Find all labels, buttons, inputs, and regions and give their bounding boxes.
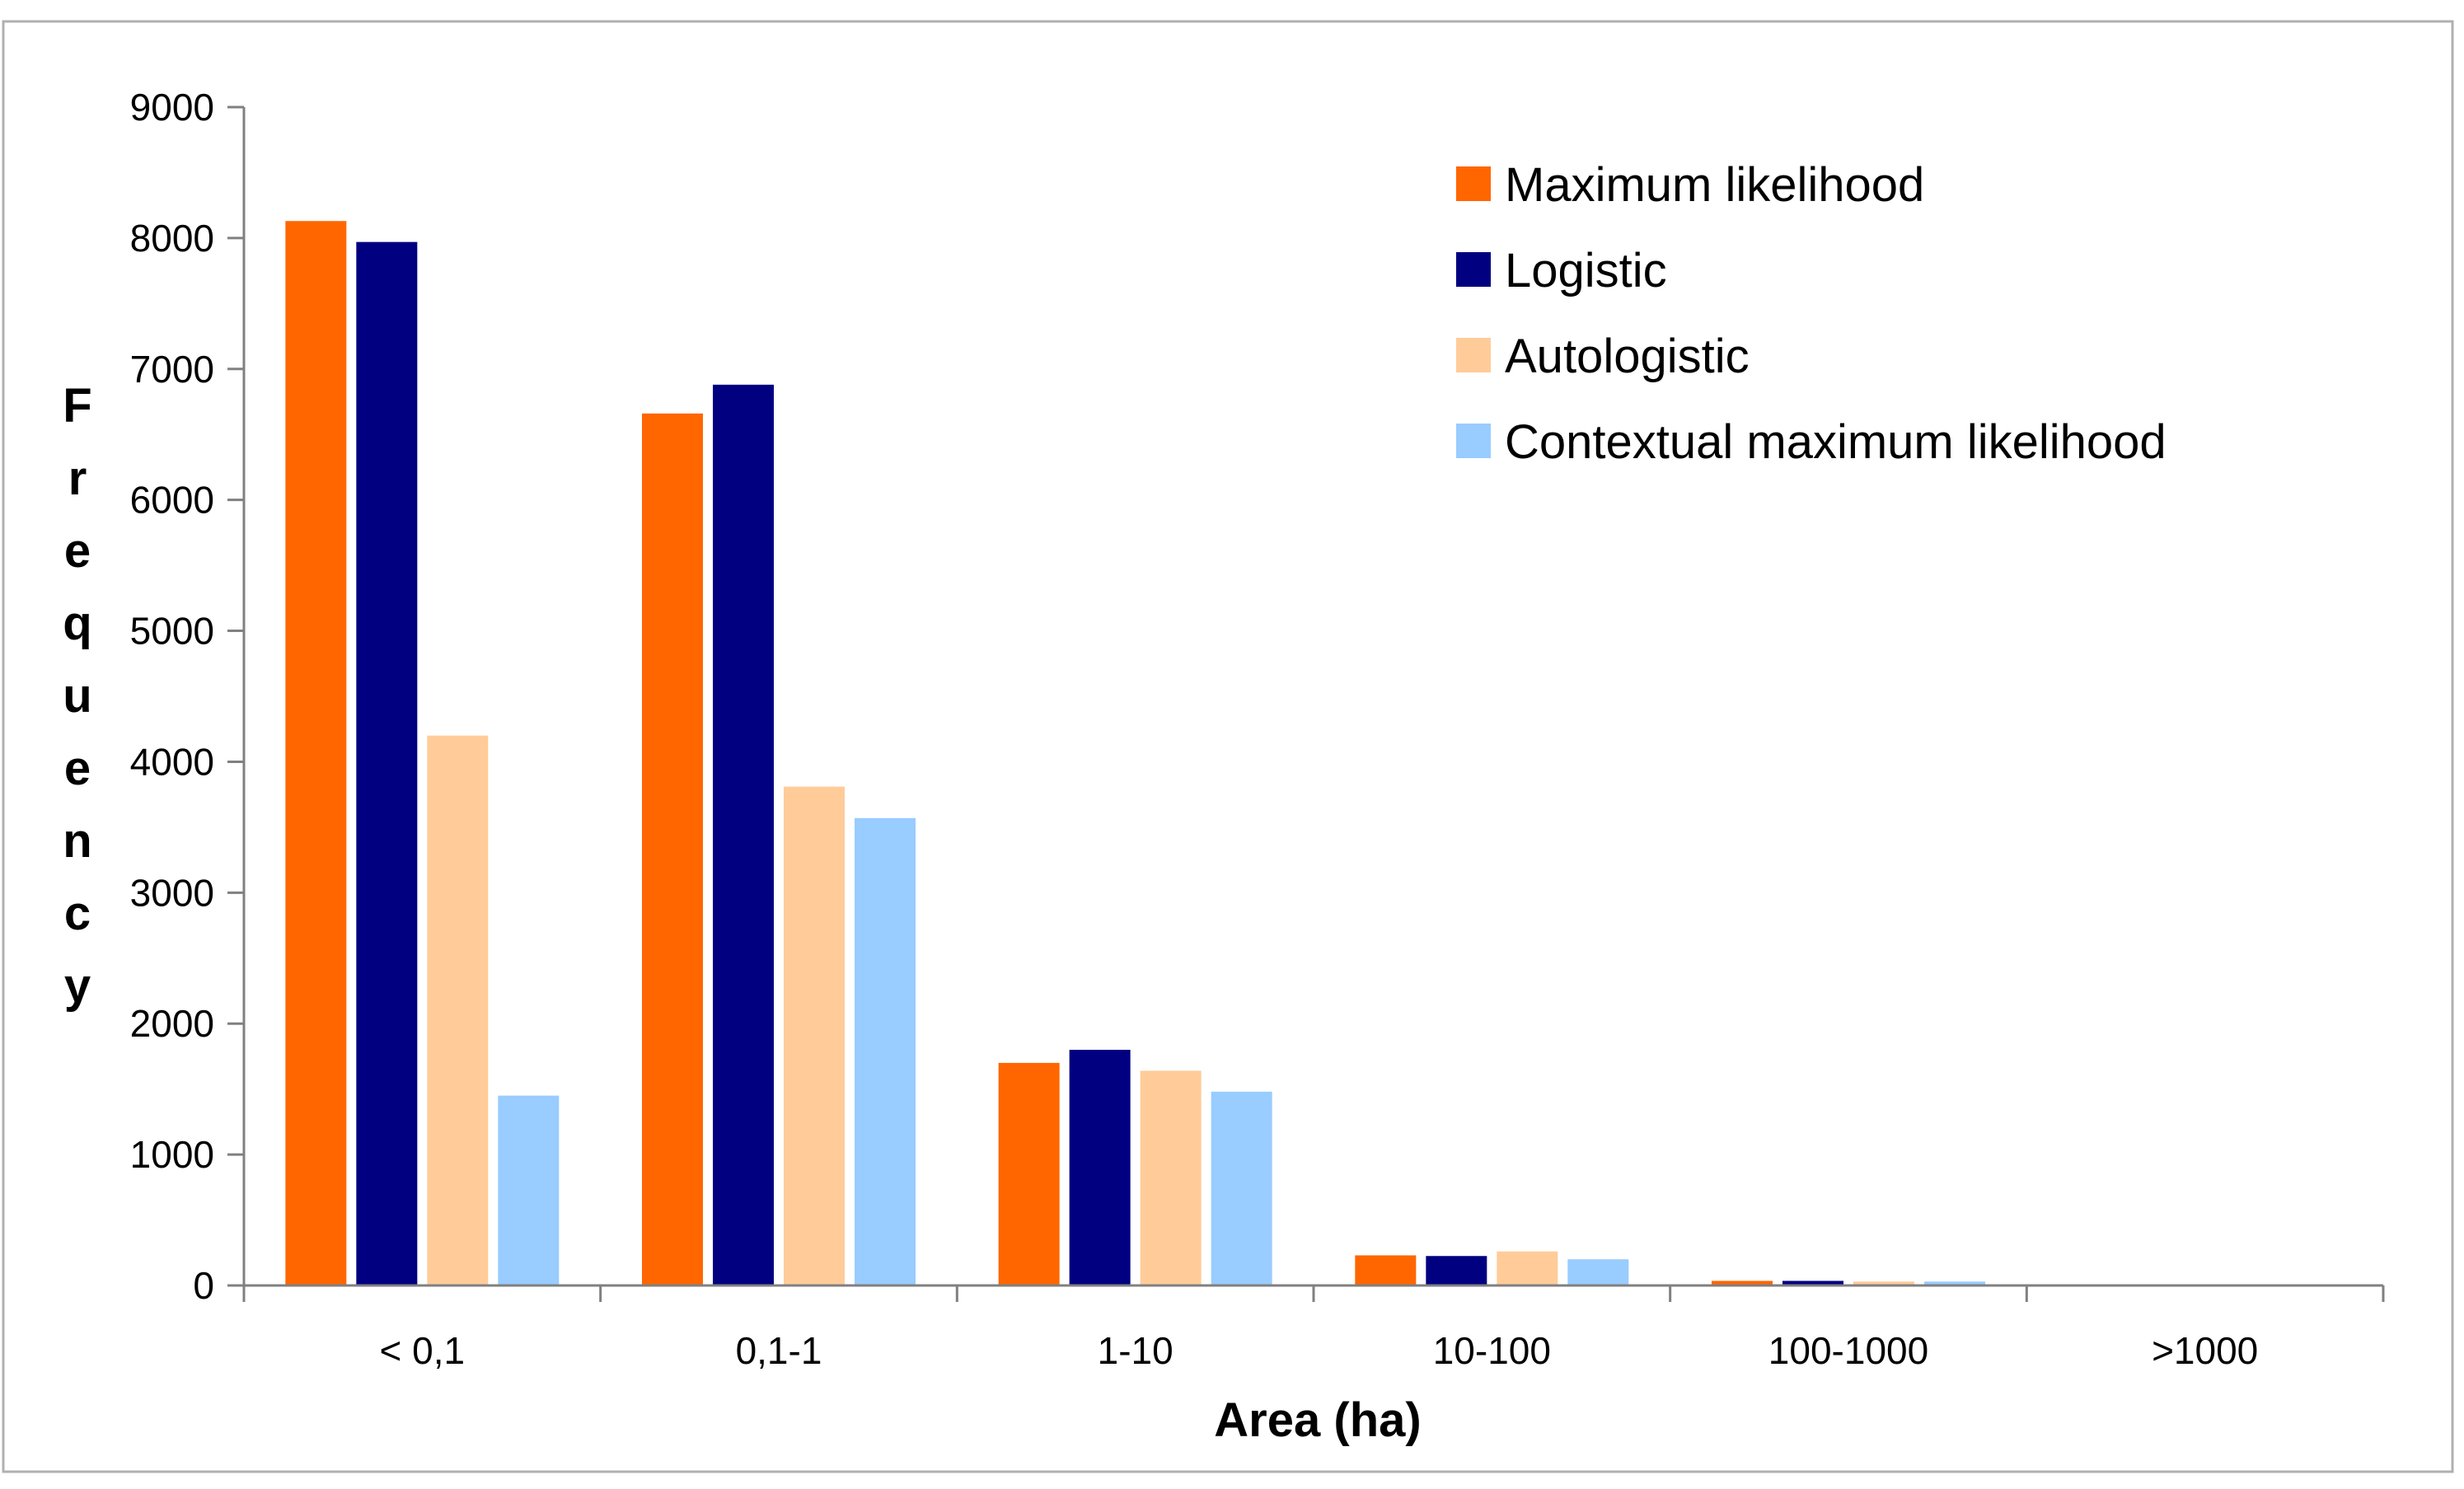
- y-axis-title-letter-5: u: [63, 669, 91, 723]
- bar-2-2: [713, 384, 774, 1285]
- x-tick-label-2: 0,1-1: [736, 1329, 822, 1372]
- bar-3-2: [784, 786, 845, 1285]
- x-tick-label-1: < 0,1: [380, 1329, 466, 1372]
- bar-2-3: [1069, 1050, 1131, 1285]
- y-axis-title-letter-6: e: [64, 742, 91, 795]
- y-tick-label-3000: 3000: [130, 871, 214, 914]
- y-axis-title-letter-8: c: [64, 887, 91, 940]
- bar-2-4: [1426, 1256, 1487, 1285]
- bar-4-2: [855, 817, 916, 1285]
- bar-3-5: [1853, 1281, 1914, 1285]
- x-axis-title: Area (ha): [1214, 1393, 1421, 1447]
- bar-1-1: [285, 221, 347, 1285]
- y-tick-label-5000: 5000: [130, 610, 214, 653]
- y-axis-title-letter-9: y: [64, 959, 91, 1013]
- y-tick-label-1000: 1000: [130, 1133, 214, 1176]
- bar-1-2: [642, 413, 703, 1285]
- legend-label-2: Logistic: [1505, 244, 1667, 297]
- y-tick-label-8000: 8000: [130, 217, 214, 260]
- bar-4-1: [498, 1095, 560, 1285]
- y-axis-title-letter-7: n: [63, 814, 91, 868]
- y-tick-label-9000: 9000: [130, 86, 214, 129]
- x-ticks-group: < 0,1 0,1-1 1-10 10-100 100-1000 >1000: [242, 1285, 2385, 1372]
- legend-label-4: Contextual maximum likelihood: [1505, 415, 2167, 469]
- legend: Maximum likelihood Logistic Autologistic Co…: [1456, 158, 2167, 469]
- legend-swatch-3: [1456, 338, 1491, 372]
- bar-4-5: [1924, 1281, 1985, 1285]
- y-axis-title-letter-4: q: [63, 597, 91, 650]
- bar-3-4: [1497, 1251, 1558, 1285]
- bars-group: [285, 221, 1985, 1286]
- legend-swatch-2: [1456, 252, 1491, 287]
- y-axis-title-letter-2: r: [68, 452, 87, 505]
- y-tick-label-6000: 6000: [130, 479, 214, 522]
- bar-1-4: [1355, 1255, 1417, 1285]
- bar-2-1: [356, 241, 418, 1286]
- bar-4-4: [1567, 1259, 1629, 1285]
- y-tick-label-7000: 7000: [130, 348, 214, 391]
- bar-3-1: [427, 735, 489, 1285]
- y-ticks-group: 0 1000 2000 3000 4000 5000 6000 7000 8000 9000: [130, 86, 244, 1307]
- legend-label-1: Maximum likelihood: [1505, 158, 1924, 212]
- legend-swatch-4: [1456, 424, 1491, 458]
- x-tick-label-6: >1000: [2152, 1329, 2258, 1372]
- bar-3-3: [1140, 1070, 1202, 1285]
- y-axis-title-letter-3: e: [64, 524, 91, 578]
- bar-1-5: [1712, 1281, 1773, 1285]
- x-tick-label-5: 100-1000: [1768, 1329, 1928, 1372]
- bar-4-3: [1211, 1091, 1272, 1285]
- legend-label-3: Autologistic: [1505, 330, 1750, 383]
- bar-1-3: [998, 1062, 1060, 1285]
- y-tick-label-0: 0: [193, 1264, 214, 1307]
- y-tick-label-2000: 2000: [130, 1002, 214, 1045]
- legend-swatch-1: [1456, 166, 1491, 201]
- y-axis-title-letter-1: F: [63, 379, 91, 433]
- x-tick-label-3: 1-10: [1098, 1329, 1173, 1372]
- bar-2-5: [1782, 1281, 1843, 1285]
- y-tick-label-4000: 4000: [130, 740, 214, 783]
- x-tick-label-4: 10-100: [1433, 1329, 1551, 1372]
